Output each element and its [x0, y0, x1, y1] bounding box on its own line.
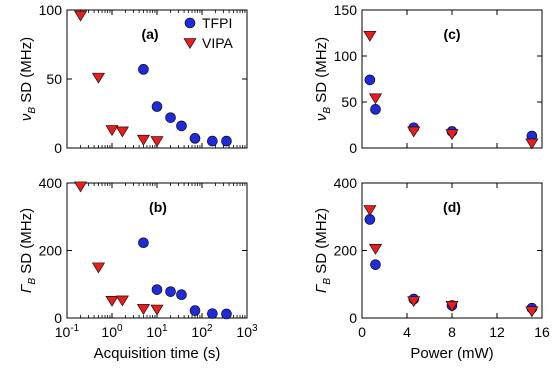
point-vipa: [115, 295, 129, 307]
point-vipa: [368, 244, 383, 255]
point-tfpi: [207, 135, 218, 147]
point-vipa: [74, 10, 88, 22]
x-tick-label: 102: [191, 323, 213, 340]
point-vipa: [445, 129, 459, 141]
y-tick-label: 50: [46, 71, 62, 87]
point-tfpi: [165, 112, 176, 123]
point-tfpi: [221, 308, 232, 320]
point-vipa: [407, 126, 421, 138]
point-vipa: [74, 181, 88, 193]
panel-label: (a): [141, 26, 158, 42]
y-tick-label: 0: [349, 140, 357, 156]
point-tfpi: [364, 74, 376, 86]
point-vipa: [91, 262, 105, 274]
x-axis-label: Power (mW): [410, 345, 493, 362]
y-tick-label: 200: [334, 243, 358, 259]
x-tick-label: 0: [358, 324, 366, 340]
point-tfpi: [189, 305, 201, 316]
y-tick-label: 200: [39, 243, 63, 259]
point-vipa: [150, 304, 164, 316]
x-tick-label: 103: [236, 323, 258, 340]
y-axis-label: ΓB SD (MHz): [18, 208, 38, 293]
point-vipa: [105, 295, 119, 307]
point-vipa: [136, 304, 150, 315]
point-tfpi: [151, 101, 163, 112]
point-vipa: [368, 93, 383, 105]
panel-a: 0 50 100 νB SD (MHz) (a): [18, 2, 248, 156]
point-vipa: [445, 301, 459, 312]
point-tfpi: [151, 284, 163, 295]
panel-label: (c): [443, 26, 460, 42]
point-tfpi: [165, 286, 176, 297]
y-tick-label: 100: [39, 2, 63, 18]
point-vipa: [115, 126, 129, 138]
point-vipa: [363, 205, 377, 216]
point-tfpi: [370, 259, 381, 270]
point-tfpi: [176, 289, 187, 301]
legend-label-vipa: VIPA: [202, 35, 234, 51]
legend-marker-vipa: [183, 38, 197, 49]
x-tick-label: 100: [101, 323, 123, 340]
y-tick-label: 0: [349, 310, 357, 326]
panel-label: (d): [443, 199, 461, 215]
point-tfpi: [176, 120, 187, 132]
point-vipa: [150, 136, 164, 148]
x-tick-label: 16: [534, 324, 550, 340]
y-tick-label: 100: [334, 48, 358, 64]
y-tick-label: 0: [54, 140, 62, 156]
x-tick-label: 4: [403, 324, 411, 340]
point-tfpi: [138, 237, 149, 249]
legend-marker-tfpi: [184, 17, 196, 29]
point-vipa: [105, 125, 119, 137]
point-vipa: [363, 30, 377, 42]
point-tfpi: [221, 135, 232, 147]
point-vipa: [136, 134, 150, 146]
x-axis-label: Acquisition time (s): [94, 345, 221, 362]
legend-label-tfpi: TFPI: [202, 15, 232, 31]
point-vipa: [525, 138, 539, 150]
y-tick-label: 400: [334, 175, 358, 191]
y-axis-label: νB SD (MHz): [18, 37, 38, 121]
y-tick-label: 0: [54, 310, 62, 326]
x-tick-label: 12: [489, 324, 505, 340]
panel-c: 0 50 100 150 νB SD (MHz) (c): [313, 2, 543, 156]
point-tfpi: [189, 133, 201, 144]
panel-label: (b): [149, 199, 167, 215]
y-tick-label: 150: [334, 2, 358, 18]
point-tfpi: [370, 104, 381, 115]
point-tfpi: [138, 64, 149, 75]
y-axis-label: νB SD (MHz): [313, 37, 333, 121]
point-vipa: [407, 296, 421, 308]
point-vipa: [91, 72, 105, 84]
point-tfpi: [207, 308, 218, 319]
x-tick-label: 10-1: [55, 323, 80, 340]
point-vipa: [525, 306, 539, 318]
panel-d: 0 4 8 12 16 0 200 400 ΓB SD (MHz) Power (mW) (d): [313, 175, 550, 362]
x-tick-label: 101: [146, 323, 168, 340]
y-tick-label: 50: [341, 94, 357, 110]
y-axis-label: ΓB SD (MHz): [313, 208, 333, 293]
panel-b: 10-1 100 101 102 103 0 200 400 ΓB SD (MHz) Acquis…: [18, 175, 258, 362]
y-tick-label: 400: [39, 175, 63, 191]
x-tick-label: 8: [448, 324, 456, 340]
legend: TFPI VIPA: [183, 15, 234, 51]
